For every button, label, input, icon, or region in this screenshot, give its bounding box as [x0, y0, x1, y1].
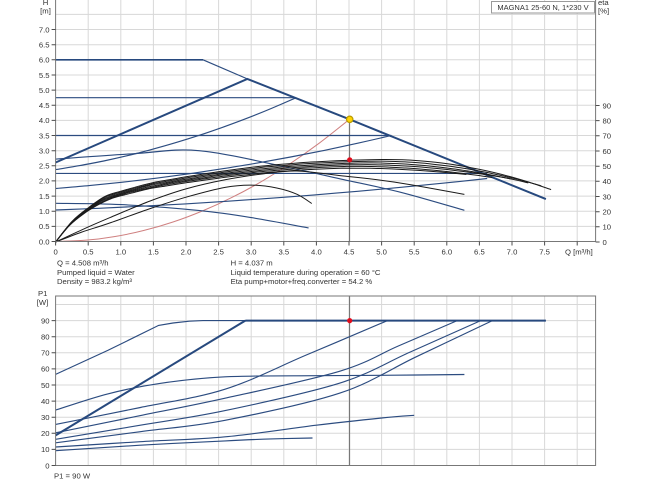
svg-text:1.5: 1.5: [148, 247, 159, 256]
svg-text:Q = 4.508 m³/h: Q = 4.508 m³/h: [57, 259, 109, 268]
svg-text:20: 20: [41, 429, 50, 438]
svg-text:[W]: [W]: [37, 298, 49, 307]
svg-text:90: 90: [41, 316, 50, 325]
svg-text:Density = 983.2 kg/m³: Density = 983.2 kg/m³: [57, 277, 132, 286]
svg-text:P1 = 90 W: P1 = 90 W: [54, 471, 91, 480]
svg-text:30: 30: [603, 192, 612, 201]
svg-text:[m]: [m]: [40, 7, 51, 16]
svg-text:3.5: 3.5: [278, 247, 289, 256]
svg-text:90: 90: [603, 101, 612, 110]
svg-text:70: 70: [41, 349, 50, 358]
svg-text:7.0: 7.0: [39, 25, 50, 34]
svg-text:3.0: 3.0: [246, 247, 257, 256]
svg-text:6.0: 6.0: [441, 247, 452, 256]
svg-text:0: 0: [603, 238, 607, 247]
svg-text:0: 0: [53, 247, 57, 256]
svg-text:1.0: 1.0: [39, 207, 50, 216]
svg-text:5.5: 5.5: [409, 247, 420, 256]
svg-text:80: 80: [603, 116, 612, 125]
svg-text:2.0: 2.0: [181, 247, 192, 256]
svg-text:7.0: 7.0: [507, 247, 518, 256]
svg-text:5.0: 5.0: [39, 86, 50, 95]
svg-text:4.5: 4.5: [344, 247, 355, 256]
svg-text:6.0: 6.0: [39, 56, 50, 65]
svg-text:0.5: 0.5: [83, 247, 94, 256]
svg-text:30: 30: [41, 413, 50, 422]
svg-text:Liquid temperature during oper: Liquid temperature during operation = 60…: [231, 268, 381, 277]
svg-text:Pumped liquid = Water: Pumped liquid = Water: [57, 268, 135, 277]
svg-text:80: 80: [41, 333, 50, 342]
svg-text:[%]: [%]: [598, 7, 609, 16]
svg-text:0.5: 0.5: [39, 222, 50, 231]
svg-text:10: 10: [603, 223, 612, 232]
svg-text:2.5: 2.5: [39, 162, 50, 171]
svg-text:0.0: 0.0: [39, 237, 50, 246]
svg-text:6.5: 6.5: [474, 247, 485, 256]
svg-text:50: 50: [603, 162, 612, 171]
svg-text:6.5: 6.5: [39, 41, 50, 50]
svg-text:5.0: 5.0: [376, 247, 387, 256]
svg-text:H: H: [43, 0, 49, 7]
svg-text:H = 4.037 m: H = 4.037 m: [231, 259, 273, 268]
svg-text:60: 60: [603, 147, 612, 156]
svg-text:MAGNA1 25-60 N, 1*230 V: MAGNA1 25-60 N, 1*230 V: [497, 3, 588, 12]
svg-text:Eta pump+motor+freq.converter: Eta pump+motor+freq.converter = 54.2 %: [231, 277, 373, 286]
svg-text:70: 70: [603, 132, 612, 141]
svg-text:eta: eta: [598, 0, 609, 7]
svg-text:40: 40: [603, 177, 612, 186]
svg-text:1.5: 1.5: [39, 192, 50, 201]
svg-text:10: 10: [41, 445, 50, 454]
svg-text:60: 60: [41, 365, 50, 374]
svg-text:0: 0: [45, 461, 49, 470]
svg-text:P1: P1: [38, 289, 47, 298]
svg-text:4.5: 4.5: [39, 101, 50, 110]
svg-text:3.0: 3.0: [39, 147, 50, 156]
svg-text:Q [m³/h]: Q [m³/h]: [565, 247, 593, 256]
svg-text:4.0: 4.0: [311, 247, 322, 256]
svg-text:4.0: 4.0: [39, 116, 50, 125]
svg-text:5.5: 5.5: [39, 71, 50, 80]
svg-text:1.0: 1.0: [115, 247, 126, 256]
svg-text:2.0: 2.0: [39, 177, 50, 186]
svg-text:3.5: 3.5: [39, 131, 50, 140]
svg-text:50: 50: [41, 381, 50, 390]
svg-text:20: 20: [603, 208, 612, 217]
svg-text:40: 40: [41, 397, 50, 406]
svg-text:7.5: 7.5: [539, 247, 550, 256]
svg-text:2.5: 2.5: [213, 247, 224, 256]
